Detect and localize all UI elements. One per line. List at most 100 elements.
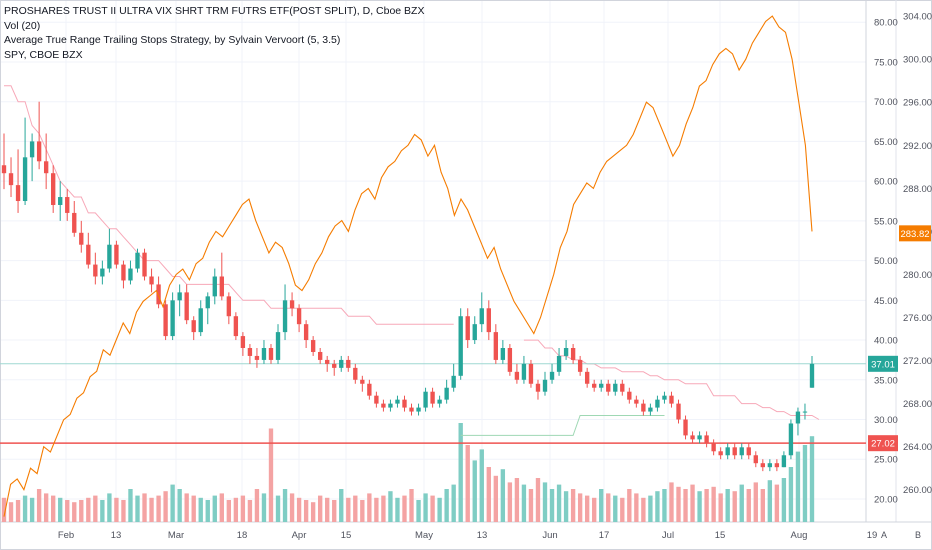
candle-body [697,435,702,440]
legend-symbol-title[interactable]: PROSHARES TRUST II ULTRA VIX SHRT TRM FU… [4,5,425,17]
volume-bar [697,491,702,522]
volume-bar [51,495,56,522]
candle-body [507,348,513,372]
candle-body [177,292,182,301]
candle-body [8,173,14,186]
candlesticks [1,101,815,472]
volume-bar [339,489,344,522]
volume-bar [247,500,253,522]
candle-body [683,419,688,436]
spy-line [3,15,813,517]
volume-bar [402,495,407,522]
candle-body [142,252,147,277]
candle-body [128,268,133,281]
auto-scale-button[interactable]: A [880,530,887,540]
volume-bar [93,495,98,522]
candle-body [423,391,428,408]
volume-bar [360,500,365,522]
candle-body [416,407,421,412]
volume-bar [409,489,414,522]
volume-bar [367,493,372,522]
volume-bar [493,475,499,522]
candle-body [613,383,618,392]
time-tick-label: 19 [867,530,878,541]
candle-body [93,264,98,277]
candle-body [753,455,758,464]
volume-bar [465,445,470,522]
volume-bars [1,423,815,522]
candle-body [606,383,611,392]
axis2-tick-label: 300.00 [903,55,932,66]
volume-bar [142,493,147,522]
volume-bar [58,497,63,522]
volume-bar [620,497,625,522]
axis1-tick-label: 25.00 [874,455,898,466]
candle-body [51,173,56,205]
candle-body [662,395,667,400]
volume-bar [15,500,21,522]
volume-bar [36,489,42,522]
volume-bar [669,482,674,522]
volume-bar [325,497,330,522]
candle-body [268,348,274,360]
volume-bar [788,467,794,522]
axis1-tick-label: 20.00 [874,494,898,505]
candle-body [346,359,351,368]
volume-bar [528,489,534,522]
candle-body [718,451,723,456]
candle-body [760,463,765,468]
volume-bar [472,460,477,522]
volume-bar [121,500,126,522]
legend-atr-indicator[interactable]: Average True Range Trailing Stops Strate… [4,34,341,46]
time-tick-label: 15 [341,530,352,541]
spy-price-badge-bg [899,225,931,242]
candle-body [535,383,541,392]
candle-body [444,387,449,400]
candle-body [15,185,21,202]
volume-bar [317,495,323,522]
time-tick-label: 13 [111,530,122,541]
volume-bar [556,484,562,522]
candle-body [521,363,527,380]
candle-body [360,379,365,384]
volume-bar [282,489,288,522]
volume-bar [128,489,133,522]
candle-body [648,407,653,412]
volume-bar [500,469,506,522]
candle-body [388,403,393,408]
volume-bar [732,491,737,522]
volume-bar [353,495,358,522]
volume-bar [599,489,604,522]
candle-body [121,264,126,281]
candle-body [240,336,246,348]
volume-bar [212,495,217,522]
axis1-tick-label: 80.00 [874,18,898,29]
axis2-tick-label: 304.00 [903,12,932,23]
log-scale-button[interactable]: B [914,530,921,540]
candle-body [226,296,232,317]
legend-spy-compare[interactable]: SPY, CBOE BZX [4,48,83,61]
legend-volume-indicator[interactable]: Vol (20) [4,19,41,32]
chart-legend: PROSHARES TRUST II ULTRA VIX SHRT TRM FU… [4,4,424,62]
volume-bar [704,489,709,522]
volume-bar [8,502,14,522]
volume-bar [388,491,393,522]
candle-body [493,332,499,360]
candle-body [725,447,730,456]
time-tick-label: Jun [542,530,557,541]
candle-body [303,324,309,341]
candle-body [29,141,35,158]
volume-bar [163,491,168,522]
candle-body [212,276,217,297]
volume-bar [521,484,527,522]
candle-body [332,363,337,368]
volume-bar [802,445,808,522]
axis1-tick-label: 35.00 [874,375,898,386]
candle-body [374,395,379,404]
candle-body [170,300,175,337]
volume-bar [627,489,632,522]
volume-bar [655,491,660,522]
volume-bar [381,495,386,522]
trailing-stop-lower [460,415,665,436]
